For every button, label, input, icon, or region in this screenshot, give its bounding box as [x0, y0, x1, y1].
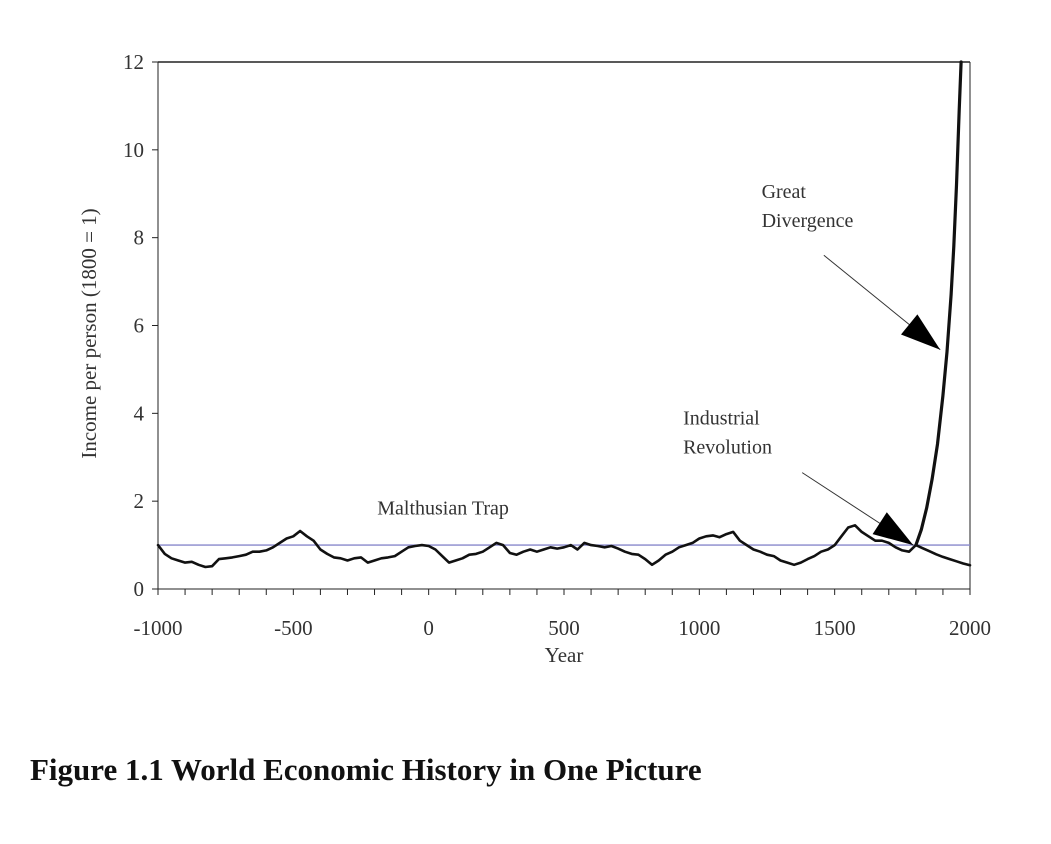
x-tick-label: 2000 [949, 616, 991, 640]
y-tick-label: 12 [123, 50, 144, 74]
x-tick-label: 500 [548, 616, 580, 640]
x-tick-label: -1000 [134, 616, 183, 640]
series-line-3 [914, 60, 963, 547]
plot-area: 0 2 4 6 8 10 12 -1000 -500 0 500 1000 1500 2000 Year In… [77, 50, 991, 667]
y-tick-label: 2 [134, 489, 145, 513]
annotation-label-1: Divergence [762, 210, 854, 232]
series-line-2 [914, 543, 972, 567]
annotation-label-2: Revolution [683, 436, 772, 458]
figure-caption: Figure 1.1 World Economic History in One… [30, 752, 702, 787]
y-tick-label: 0 [134, 577, 145, 601]
y-tick-label: 8 [134, 226, 145, 250]
x-tick-label: -500 [274, 616, 313, 640]
y-tick-label: 10 [123, 138, 144, 162]
chart: 0 2 4 6 8 10 12 -1000 -500 0 500 1000 1500 2000 Year In… [77, 50, 991, 667]
y-tick-label: 4 [134, 401, 145, 425]
x-tick-label: 0 [423, 616, 434, 640]
annotation-label-3: Malthusian Trap [377, 497, 509, 519]
series-line-1 [156, 524, 918, 569]
x-tick-label: 1500 [814, 616, 856, 640]
y-axis-title: Income per person (1800 = 1) [77, 208, 101, 458]
x-axis-title: Year [545, 643, 584, 667]
x-tick-label: 1000 [678, 616, 720, 640]
annotation-label-2: Industrial [683, 407, 760, 429]
y-tick-label: 6 [134, 314, 145, 338]
annotation-arrowhead-2 [872, 512, 914, 546]
annotation-label-1: Great [762, 181, 807, 203]
annotation-arrowhead-1 [901, 314, 941, 350]
